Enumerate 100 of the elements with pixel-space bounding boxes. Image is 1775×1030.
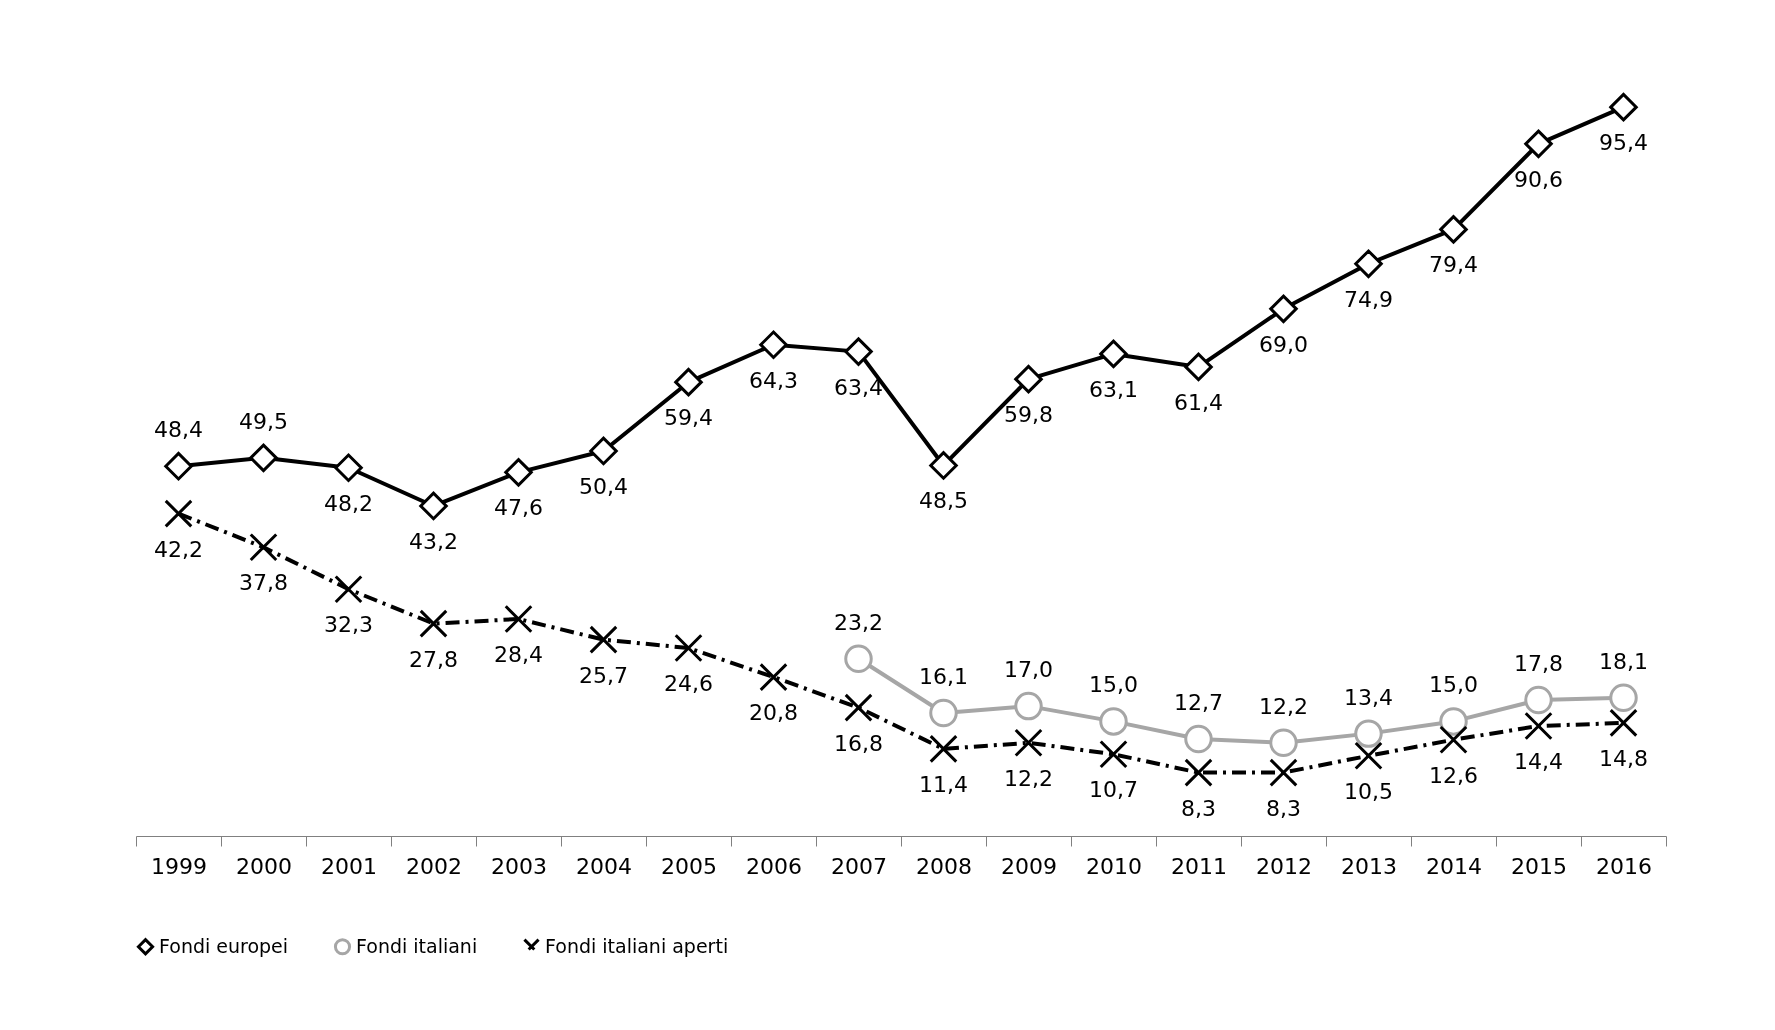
x-tick-label: 2011 — [1171, 853, 1227, 879]
data-label: 23,2 — [834, 609, 883, 635]
data-label: 8,3 — [1266, 795, 1301, 821]
point — [674, 633, 703, 663]
point — [1354, 719, 1383, 748]
data-label: 10,7 — [1089, 777, 1138, 803]
point — [1184, 758, 1213, 787]
data-label: 90,6 — [1514, 166, 1563, 192]
x-tick-label: 2016 — [1596, 853, 1652, 879]
point — [1269, 758, 1298, 787]
legend-label: Fondi italiani — [356, 934, 478, 957]
data-label: 32,3 — [324, 612, 373, 638]
x-tick-label: 2004 — [576, 853, 632, 879]
x-tick-label: 2000 — [236, 853, 292, 879]
data-label: 49,5 — [239, 408, 288, 434]
point — [419, 491, 448, 521]
x-tick-label: 2008 — [916, 853, 972, 879]
point — [844, 693, 873, 722]
point — [334, 453, 363, 482]
data-label: 63,1 — [1089, 376, 1138, 402]
x-tick-label: 2001 — [321, 853, 377, 879]
point — [504, 604, 533, 634]
data-label: 25,7 — [579, 662, 628, 688]
data-label: 12,2 — [1004, 765, 1053, 791]
point — [1439, 707, 1468, 736]
data-label: 69,0 — [1259, 331, 1308, 357]
point — [844, 337, 873, 366]
data-label: 17,0 — [1004, 657, 1053, 683]
point — [1609, 683, 1638, 712]
point — [1354, 741, 1383, 771]
x-tick-label: 2006 — [746, 853, 802, 879]
point — [1014, 364, 1043, 394]
data-label: 43,2 — [409, 528, 458, 554]
data-label: 64,3 — [749, 367, 798, 393]
x-tick-label: 2002 — [406, 853, 462, 879]
point — [589, 625, 618, 654]
data-label: 15,0 — [1089, 672, 1138, 698]
point — [1014, 691, 1043, 721]
point — [1524, 685, 1553, 715]
point — [1269, 294, 1298, 324]
data-label: 14,4 — [1514, 748, 1563, 774]
data-label: 20,8 — [749, 700, 798, 726]
data-label: 59,8 — [1004, 402, 1053, 428]
point — [589, 436, 618, 466]
x-tick-label: 2014 — [1426, 853, 1482, 879]
data-label: 16,1 — [919, 664, 968, 689]
point — [1184, 724, 1213, 754]
point — [1439, 215, 1468, 244]
data-label: 11,4 — [919, 771, 968, 797]
point — [1609, 92, 1638, 122]
point — [759, 330, 788, 359]
point — [1099, 707, 1128, 736]
data-label: 12,6 — [1429, 762, 1478, 788]
data-label: 74,9 — [1344, 286, 1393, 312]
x-tick-label: 2003 — [491, 853, 547, 879]
x-tick-label: 1999 — [151, 853, 207, 879]
point — [504, 458, 533, 487]
data-label: 61,4 — [1174, 389, 1223, 415]
data-label: 63,4 — [834, 374, 883, 400]
data-label: 95,4 — [1599, 130, 1648, 156]
data-label: 12,2 — [1259, 693, 1308, 719]
point — [929, 698, 958, 728]
data-label: 24,6 — [664, 671, 713, 697]
x-tick-label: 2009 — [1001, 853, 1057, 879]
data-label: 59,4 — [664, 405, 713, 431]
x-tick-label: 2013 — [1341, 853, 1397, 879]
legend-label: Fondi europei — [159, 934, 289, 957]
data-label: 8,3 — [1181, 795, 1216, 821]
data-label: 18,1 — [1599, 648, 1648, 674]
data-label: 27,8 — [409, 646, 458, 672]
point — [1184, 352, 1213, 382]
point — [1524, 129, 1553, 159]
point — [844, 644, 873, 673]
point — [674, 367, 703, 397]
data-label: 48,5 — [919, 488, 968, 514]
data-label: 17,8 — [1514, 651, 1563, 677]
data-label: 48,2 — [324, 490, 373, 516]
data-label: 48,4 — [154, 417, 203, 443]
point — [759, 662, 788, 692]
point — [1524, 711, 1553, 741]
point — [334, 574, 363, 604]
point — [1269, 728, 1298, 758]
point — [164, 499, 193, 528]
data-label: 14,8 — [1599, 745, 1648, 771]
x-tick-label: 2007 — [831, 853, 887, 879]
point — [1354, 249, 1383, 279]
data-label: 28,4 — [494, 642, 543, 668]
legend-label: Fondi italiani aperti — [545, 934, 729, 957]
point — [249, 532, 278, 562]
data-label: 16,8 — [834, 730, 883, 756]
data-label: 50,4 — [579, 473, 628, 499]
point — [164, 451, 193, 481]
data-label: 15,0 — [1429, 672, 1478, 698]
data-label: 13,4 — [1344, 684, 1393, 710]
point — [1099, 339, 1128, 369]
x-tick-label: 2005 — [661, 853, 717, 879]
point — [929, 451, 958, 480]
data-label: 10,5 — [1344, 778, 1393, 804]
point — [929, 734, 958, 764]
point — [419, 609, 448, 638]
